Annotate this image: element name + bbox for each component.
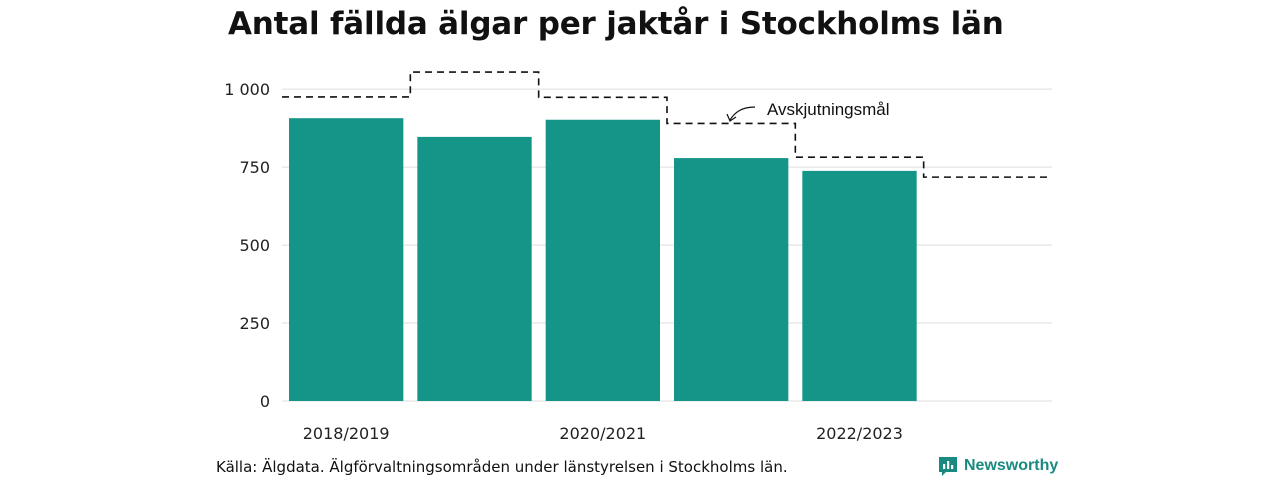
- y-tick-label: 500: [239, 236, 270, 255]
- y-axis-ticks: 0 250 500 750 1 000: [224, 80, 270, 411]
- target-line: [282, 71, 1052, 178]
- x-tick-label: 2020/2021: [559, 424, 646, 443]
- annotation-label: Avskjutningsmål: [767, 100, 890, 119]
- brand-logo[interactable]: Newsworthy: [938, 456, 1058, 476]
- y-tick-label: 750: [239, 158, 270, 177]
- newsworthy-logo-icon: [939, 457, 957, 476]
- annotation-arrow: [729, 106, 756, 121]
- chart-title: Antal fällda älgar per jaktår i Stockhol…: [228, 6, 1004, 42]
- bar: [545, 119, 660, 402]
- bar: [802, 170, 917, 401]
- bars: [289, 118, 917, 402]
- bar: [674, 158, 789, 401]
- y-tick-label: 0: [260, 392, 270, 411]
- annotation-arrowhead: [726, 113, 737, 122]
- brand-name: Newsworthy: [964, 457, 1059, 474]
- x-tick-label: 2018/2019: [303, 424, 390, 443]
- y-tick-label: 1 000: [224, 80, 270, 99]
- gridlines: [282, 88, 1052, 402]
- x-axis-ticks: 2018/2019 2020/2021 2022/2023: [303, 424, 903, 443]
- x-tick-label: 2022/2023: [816, 424, 903, 443]
- target-step-line: [282, 71, 1052, 178]
- bar: [289, 118, 404, 401]
- y-tick-label: 250: [239, 314, 270, 333]
- bar: [417, 136, 532, 401]
- source-note: Källa: Älgdata. Älgförvaltningsområden u…: [216, 458, 788, 476]
- annotation-group: Avskjutningsmål: [726, 100, 890, 122]
